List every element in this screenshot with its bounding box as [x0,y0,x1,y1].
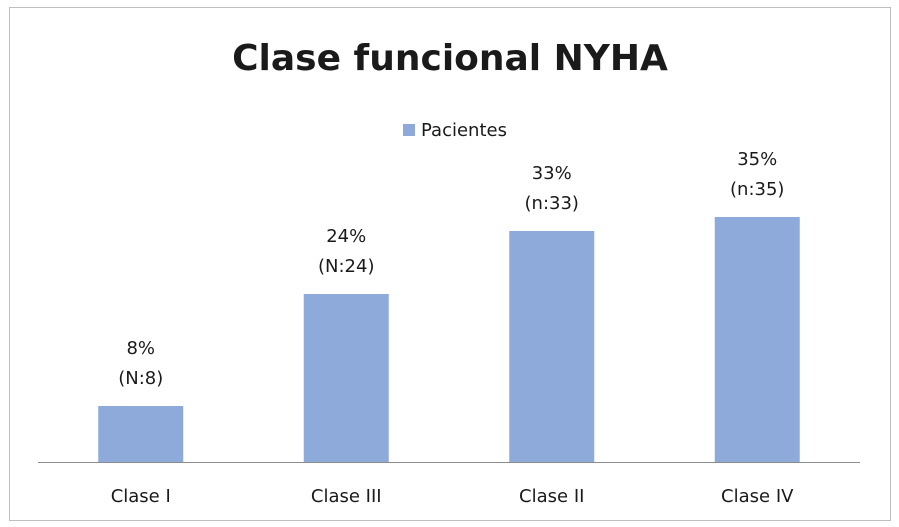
legend-label: Pacientes [421,120,507,141]
x-tick-label: Clase IV [721,486,794,507]
bar [509,231,595,462]
bar [714,217,800,462]
value-label: 33% [532,163,572,184]
x-tick-label: Clase II [519,486,584,507]
count-label: (n:35) [730,179,784,200]
value-label: 24% [326,226,366,247]
count-label: (n:33) [525,193,579,214]
bar [98,406,184,462]
x-tick-label: Clase III [311,486,382,507]
chart-title: Clase funcional NYHA [232,38,668,79]
value-label: 8% [126,338,155,359]
legend-swatch [403,124,415,136]
value-label: 35% [737,149,777,170]
count-label: (N:8) [118,368,163,389]
bar [303,294,389,462]
count-label: (N:24) [318,256,374,277]
x-tick-label: Clase I [111,486,171,507]
